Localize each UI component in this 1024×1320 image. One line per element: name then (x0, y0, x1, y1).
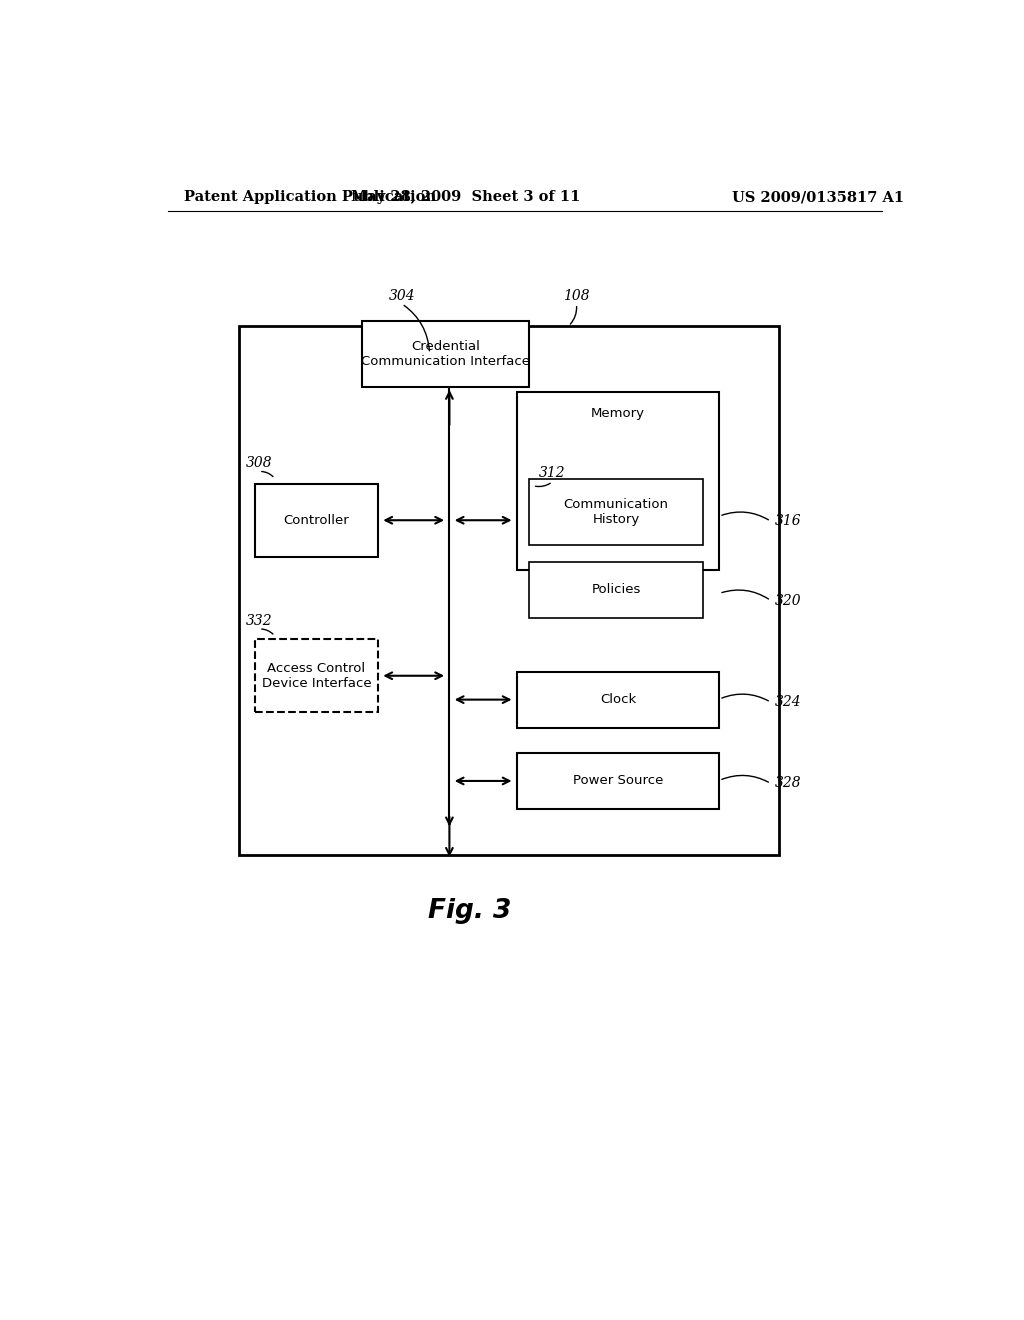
FancyBboxPatch shape (517, 672, 719, 727)
FancyBboxPatch shape (528, 562, 703, 618)
FancyBboxPatch shape (517, 392, 719, 570)
Text: Policies: Policies (592, 583, 641, 597)
Text: Communication
History: Communication History (563, 498, 669, 525)
Text: Access Control
Device Interface: Access Control Device Interface (262, 661, 372, 690)
Text: Memory: Memory (591, 408, 645, 420)
Text: 332: 332 (246, 614, 272, 628)
Text: 108: 108 (563, 289, 590, 302)
Text: Credential
Communication Interface: Credential Communication Interface (360, 341, 530, 368)
Text: 324: 324 (775, 696, 802, 709)
Text: 308: 308 (246, 457, 272, 470)
Text: Clock: Clock (600, 693, 636, 706)
Text: 320: 320 (775, 594, 802, 607)
Text: 312: 312 (540, 466, 566, 480)
Text: Controller: Controller (284, 513, 349, 527)
FancyBboxPatch shape (517, 752, 719, 809)
Text: US 2009/0135817 A1: US 2009/0135817 A1 (732, 190, 904, 205)
Text: May 28, 2009  Sheet 3 of 11: May 28, 2009 Sheet 3 of 11 (350, 190, 580, 205)
Text: Power Source: Power Source (572, 775, 664, 788)
FancyBboxPatch shape (255, 483, 378, 557)
FancyBboxPatch shape (362, 321, 528, 387)
FancyBboxPatch shape (528, 479, 703, 545)
Text: 304: 304 (388, 289, 415, 302)
FancyBboxPatch shape (255, 639, 378, 713)
FancyBboxPatch shape (240, 326, 779, 854)
Text: Patent Application Publication: Patent Application Publication (183, 190, 435, 205)
Text: Fig. 3: Fig. 3 (428, 898, 511, 924)
Text: 328: 328 (775, 776, 802, 791)
Text: 316: 316 (775, 515, 802, 528)
